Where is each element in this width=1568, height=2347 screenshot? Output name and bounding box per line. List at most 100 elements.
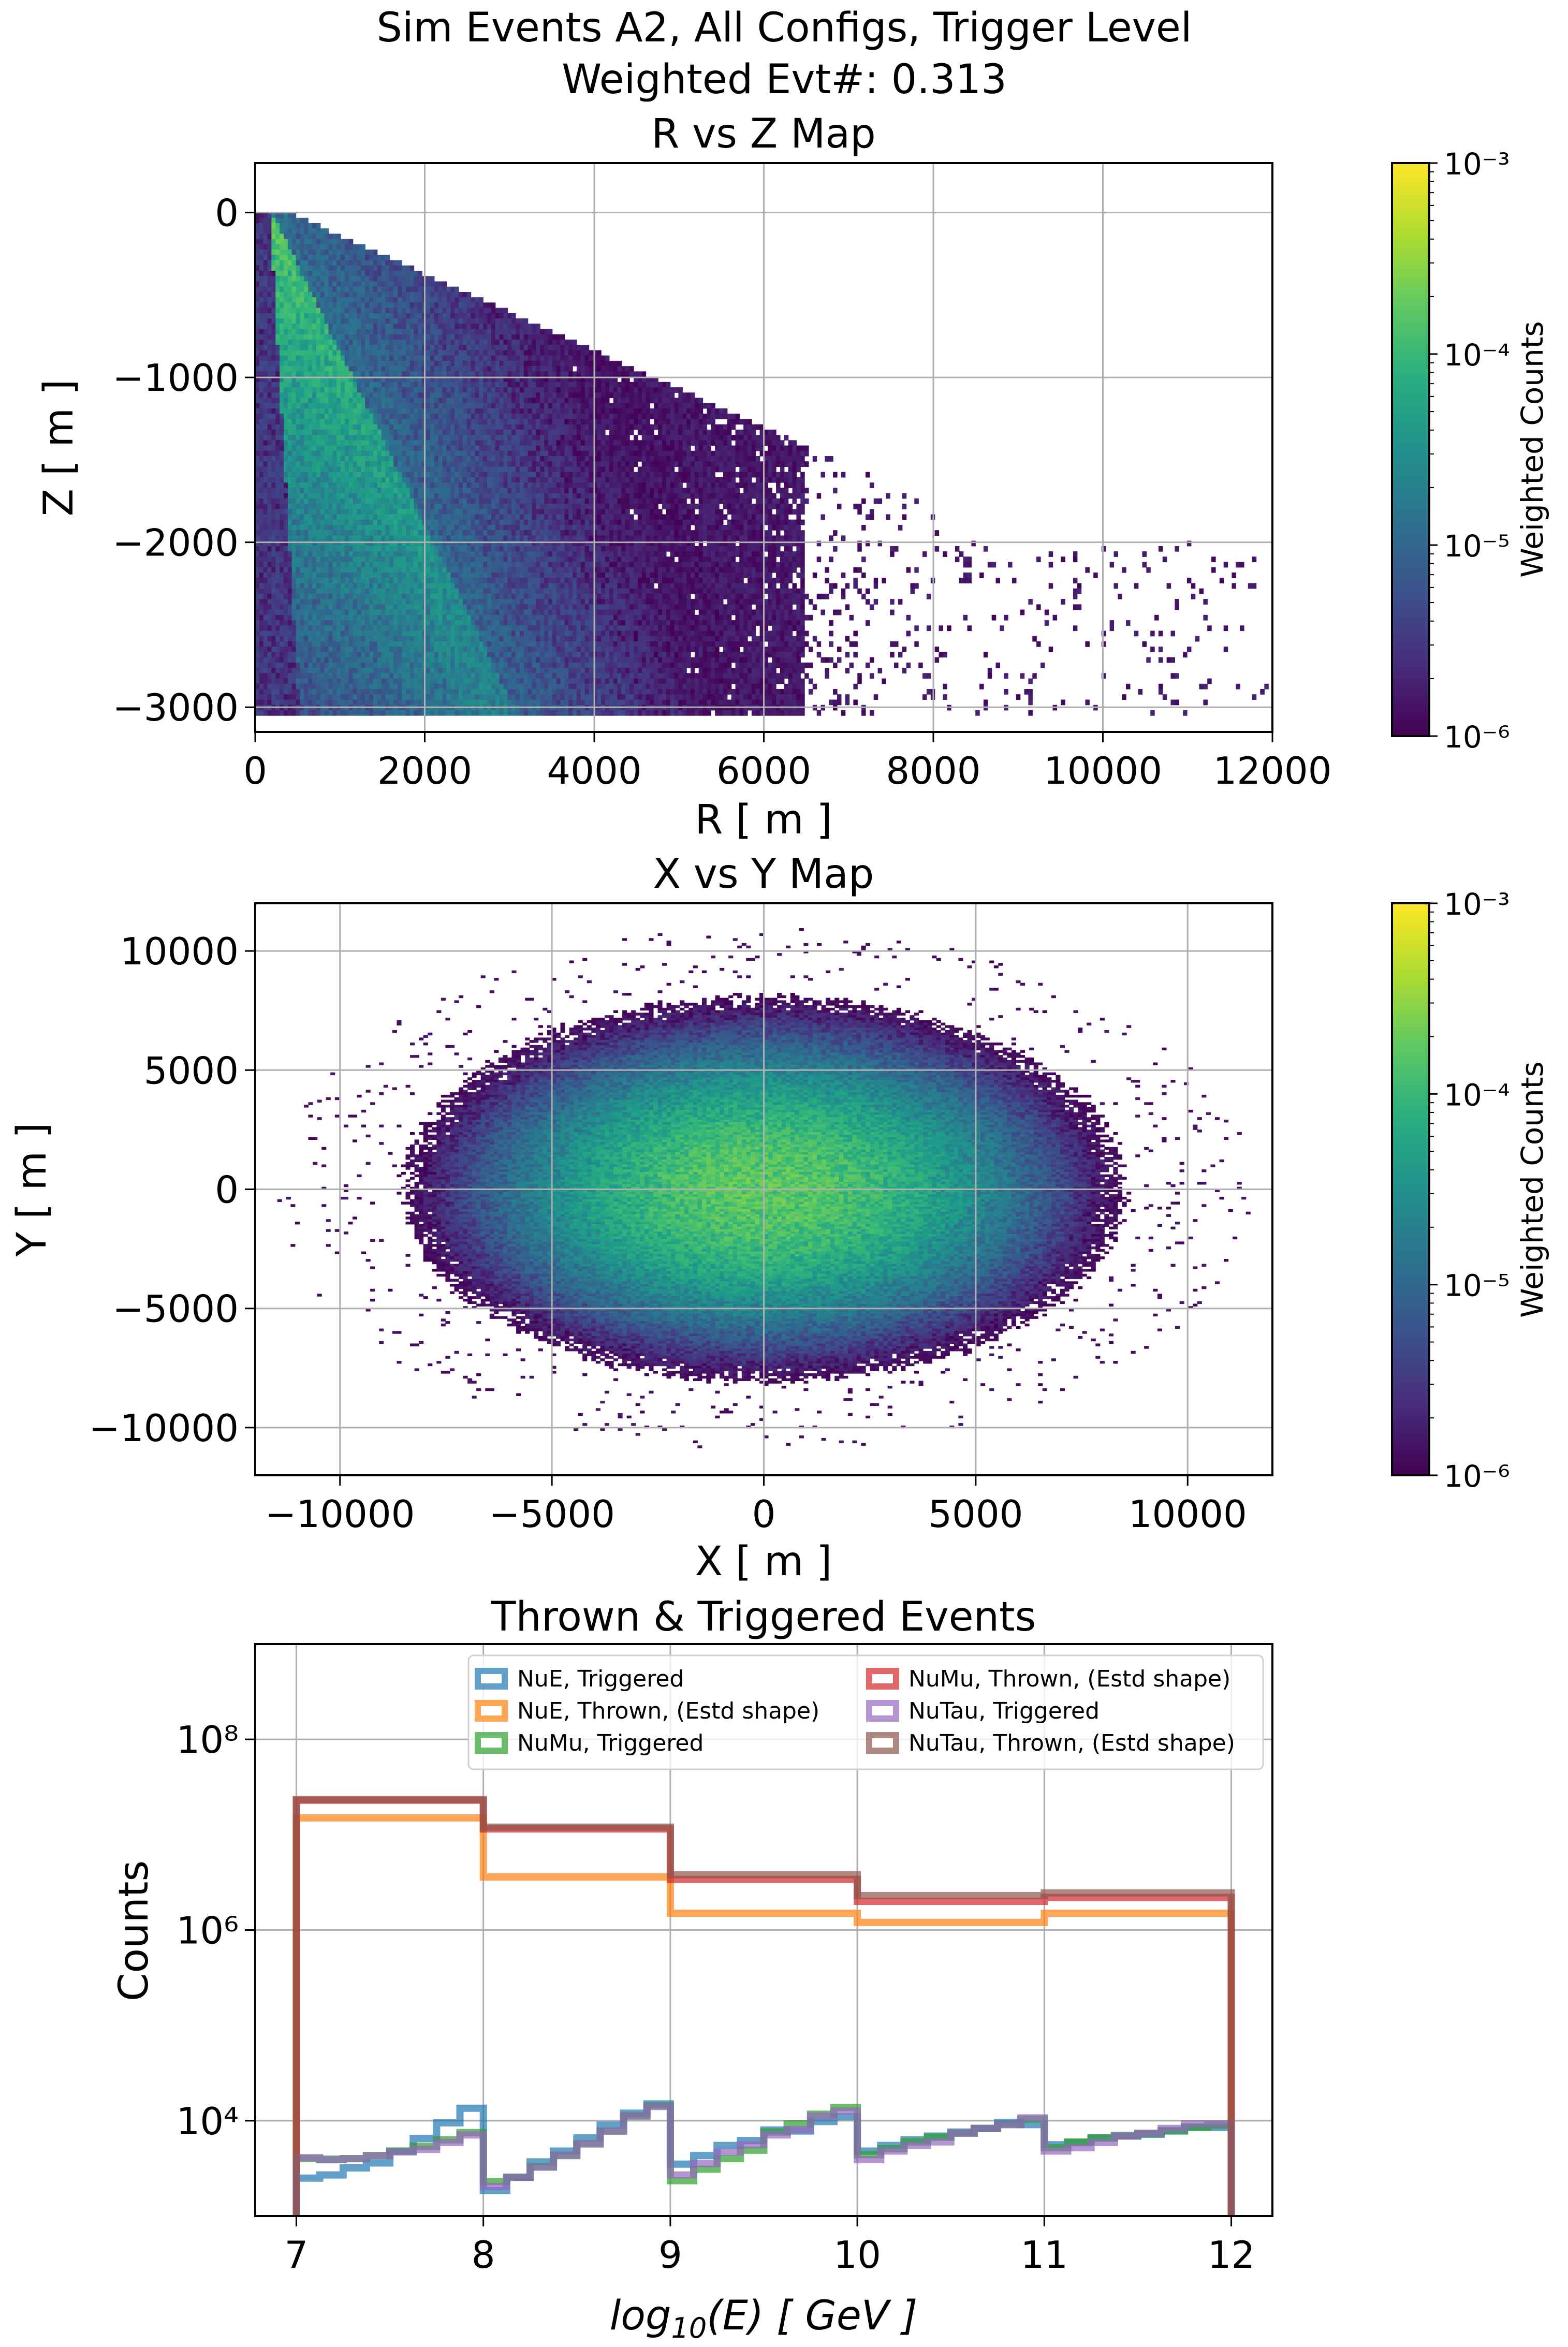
rz-cell	[284, 625, 288, 632]
rz-cell	[353, 477, 358, 483]
rz-cell	[348, 345, 354, 350]
rz-cell	[466, 493, 472, 499]
rz-cell	[479, 588, 483, 594]
rz-cell	[332, 324, 337, 330]
rz-cell	[344, 424, 349, 430]
rz-cell	[357, 466, 361, 473]
rz-cell	[291, 233, 297, 240]
rz-cell	[348, 662, 354, 668]
rz-cell	[353, 387, 358, 393]
rz-cell	[255, 440, 260, 446]
rz-cell	[344, 403, 349, 409]
rz-cell	[353, 244, 358, 250]
rz-cell	[438, 424, 443, 430]
rz-cell	[389, 668, 394, 673]
rz-cell	[300, 461, 304, 467]
rz-cell	[271, 519, 276, 525]
rz-cell	[450, 573, 455, 578]
rz-cell	[291, 578, 297, 583]
rz-cell	[320, 573, 325, 578]
rz-cell	[369, 250, 374, 255]
rz-cell	[402, 286, 406, 292]
rz-cell	[426, 583, 431, 589]
rz-cell	[455, 340, 459, 345]
rz-cell	[389, 540, 394, 547]
rz-cell	[455, 504, 459, 509]
rz-cell	[341, 250, 345, 255]
rz-cell	[430, 340, 435, 345]
rz-cell	[308, 689, 313, 695]
rz-cell	[430, 498, 435, 504]
rz-cell	[405, 435, 411, 441]
rz-cell	[361, 551, 365, 557]
rz-cell	[300, 292, 304, 298]
rz-cell	[275, 662, 280, 668]
rz-cell	[438, 556, 443, 563]
rz-cell	[373, 435, 378, 441]
rz-cell	[434, 461, 439, 467]
rz-cell	[304, 403, 309, 409]
rz-cell	[271, 419, 276, 425]
rz-cell	[341, 699, 345, 706]
rz-cell	[471, 498, 476, 504]
rz-cell	[398, 461, 402, 467]
rz-cell	[300, 228, 304, 234]
rz-cell	[446, 673, 451, 679]
rz-cell	[353, 345, 358, 350]
rz-cell	[275, 636, 280, 642]
rz-cell	[434, 398, 439, 404]
rz-cell	[446, 662, 451, 668]
rz-cell	[296, 567, 301, 573]
rz-cell	[341, 673, 345, 679]
rz-cell	[450, 292, 455, 298]
rz-cell	[385, 408, 390, 414]
rz-cell	[280, 403, 284, 409]
rz-cell	[385, 657, 390, 663]
rz-cell	[259, 350, 264, 356]
rz-cell	[336, 382, 341, 388]
rz-cell	[479, 652, 483, 658]
rz-cell	[418, 498, 422, 504]
rz-cell	[361, 609, 365, 615]
rz-cell	[296, 424, 301, 430]
rz-cell	[267, 530, 272, 536]
rz-cell	[466, 419, 472, 425]
rz-cell	[357, 504, 361, 509]
rz-cell	[348, 255, 354, 261]
rz-cell	[344, 599, 349, 605]
rz-cell	[275, 340, 280, 345]
rz-cell	[377, 371, 382, 377]
rz-cell	[332, 318, 337, 324]
rz-cell	[373, 276, 378, 282]
rz-cell	[275, 450, 280, 457]
rz-cell	[389, 567, 394, 573]
rz-cell	[308, 488, 313, 494]
rz-cell	[455, 668, 459, 673]
rz-cell	[373, 689, 378, 695]
rz-cell	[324, 307, 329, 314]
rz-cell	[405, 689, 411, 695]
rz-cell	[475, 403, 479, 409]
rz-cell	[267, 630, 272, 637]
rz-cell	[462, 673, 467, 679]
rz-cell	[312, 297, 317, 303]
rz-cell	[357, 472, 361, 478]
rz-cell	[291, 271, 297, 276]
rz-cell	[377, 556, 382, 563]
rz-cell	[280, 276, 284, 282]
rz-cell	[373, 556, 378, 563]
rz-cell	[479, 699, 483, 706]
rz-cell	[344, 414, 349, 419]
rz-cell	[267, 435, 272, 441]
rz-cell	[369, 255, 374, 261]
rz-cell	[255, 599, 260, 605]
rz-cell	[381, 519, 386, 525]
rz-cell	[328, 461, 333, 467]
rz-cell	[414, 498, 418, 504]
rz-cell	[324, 710, 329, 716]
rz-cell	[280, 387, 284, 393]
rz-cell	[320, 419, 325, 425]
rz-cell	[275, 710, 280, 716]
rz-cell	[471, 530, 476, 536]
rz-cell	[479, 636, 483, 642]
